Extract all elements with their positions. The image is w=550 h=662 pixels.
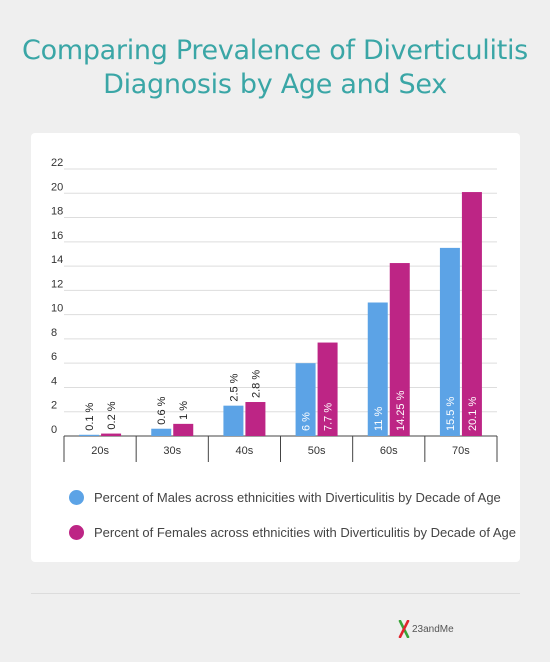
chart-title: Comparing Prevalence of Diverticulitis D… [0,34,550,102]
x-tick-label: 60s [380,445,398,457]
data-label: 7.7 % [323,403,335,431]
data-label: 0.1 % [84,402,96,430]
data-label: 11 % [373,407,385,431]
logo-text: 23andMe [412,623,454,635]
legend-females-label: Percent of Females across ethnicities wi… [94,524,516,540]
data-label: 2.5 % [228,373,240,401]
bar-males [367,302,388,436]
chart-card: 0 2 4 6 8 10 12 14 16 18 20 22 20s 0.1 % 0.2 % 30s 0.6 %… [31,133,520,562]
x-tick-label: 50s [308,445,326,457]
y-tick-label: 18 [51,206,63,218]
bar-females [389,263,410,436]
bar-females [461,192,482,436]
y-tick-label: 12 [51,278,63,290]
data-label: 20.1 % [467,397,479,431]
footer-divider [31,593,520,594]
legend-females-swatch-icon [69,524,84,540]
legend-males-label: Percent of Males across ethnicities with… [94,489,501,505]
y-tick-label: 8 [51,327,57,339]
x-tick-label: 30s [163,445,181,457]
y-tick-label: 6 [51,351,57,363]
brand-logo: 23andMe [398,620,454,638]
data-label: 1 % [178,401,190,420]
data-label: 6 % [301,412,313,431]
bar-males [295,363,316,436]
legend-males-swatch-icon [69,489,84,505]
chart-title-line-2: Diagnosis by Age and Sex [103,69,447,100]
y-tick-label: 2 [51,400,57,412]
y-tick-label: 4 [51,375,57,387]
bar-females [101,433,122,436]
bar-females [245,402,266,436]
y-tick-label: 0 [51,424,57,436]
data-label: 2.8 % [250,370,262,398]
y-tick-label: 20 [51,181,63,193]
bar-chart: 0 2 4 6 8 10 12 14 16 18 20 22 20s 0.1 % 0.2 % 30s 0.6 %… [51,157,498,462]
bar-females [173,423,194,436]
data-label: 0.6 % [156,396,168,424]
y-tick-label: 10 [51,303,63,315]
bar-males [151,428,172,436]
bar-males [223,405,244,436]
y-tick-label: 14 [51,254,63,266]
x-tick-label: 20s [91,445,109,457]
chart-title-line-1: Comparing Prevalence of Diverticulitis [22,35,528,66]
bar-males [439,247,460,436]
data-label: 14.25 % [395,390,407,431]
data-label: 15.5 % [445,397,457,431]
23andme-x-logo-icon [398,620,410,638]
bar-males [79,434,100,436]
legend-item-males: Percent of Males across ethnicities with… [69,487,501,507]
y-tick-label: 16 [51,230,63,242]
y-tick-label: 22 [51,157,63,169]
bar-females [317,342,338,436]
data-label: 0.2 % [106,401,118,429]
x-tick-label: 40s [236,445,254,457]
x-tick-label: 70s [452,445,470,457]
legend-item-females: Percent of Females across ethnicities wi… [69,522,516,542]
